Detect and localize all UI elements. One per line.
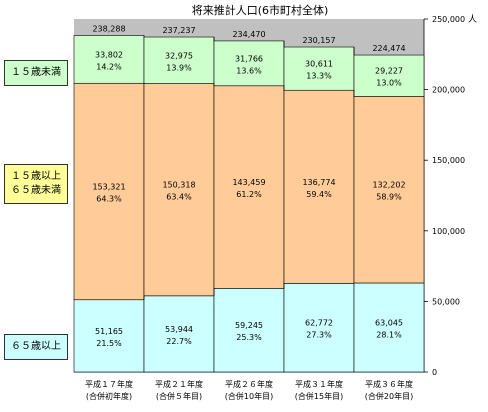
bar-segment xyxy=(213,288,285,373)
bar-value-label: 32,975 xyxy=(165,51,193,60)
bar-percent-label: 22.7% xyxy=(166,337,192,346)
legend-65-plus-label: ６５歳以上 xyxy=(11,341,61,352)
bar-total-label: 234,470 xyxy=(232,30,265,39)
bar-value-label: 150,318 xyxy=(162,181,195,190)
bar-percent-label: 13.0% xyxy=(376,79,402,88)
x-tick-label: 平成１７年度 xyxy=(85,379,133,389)
bar-value-label: 143,459 xyxy=(232,178,265,187)
bar-percent-label: 13.9% xyxy=(166,63,192,72)
y-tick-label: 200,000 xyxy=(432,86,465,95)
bar-value-label: 59,245 xyxy=(235,321,263,330)
bar-value-label: 33,802 xyxy=(95,50,123,59)
bar-segment xyxy=(283,283,355,373)
bar-value-label: 53,944 xyxy=(165,325,193,334)
x-tick-sublabel: (合併20年目) xyxy=(365,391,413,401)
y-tick-label: 100,000 xyxy=(432,227,465,236)
bar-segment xyxy=(283,46,355,91)
bar-percent-label: 64.3% xyxy=(96,195,122,204)
bar-segment xyxy=(213,85,285,289)
bar-percent-label: 61.2% xyxy=(236,190,262,199)
legend-under-15: １５歳未満 xyxy=(4,60,68,86)
y-tick-label: 150,000 xyxy=(432,156,465,165)
bar-percent-label: 27.3% xyxy=(306,331,332,340)
bar-segment xyxy=(353,96,425,284)
bar-percent-label: 59.4% xyxy=(306,190,332,199)
x-tick-sublabel: (合併５年目) xyxy=(156,391,202,401)
bar-value-label: 136,774 xyxy=(302,178,335,187)
legend-15-to-64-label: １５歳以上 ６５歳未満 xyxy=(11,171,61,196)
bar-value-label: 51,165 xyxy=(95,327,123,336)
bar-segment xyxy=(283,89,355,284)
bar-percent-label: 21.5% xyxy=(96,339,122,348)
bar-segment xyxy=(213,40,285,87)
x-tick-label: 平成３６年度 xyxy=(365,379,413,389)
bar-percent-label: 13.6% xyxy=(236,66,262,75)
x-tick-label: 平成２１年度 xyxy=(155,379,203,389)
bar-percent-label: 63.4% xyxy=(166,193,192,202)
bar-segment xyxy=(353,282,425,373)
bar-segment xyxy=(353,54,425,97)
bar-percent-label: 14.2% xyxy=(96,62,122,71)
bar-value-label: 29,227 xyxy=(375,67,403,76)
bar-percent-label: 58.9% xyxy=(376,193,402,202)
bar-value-label: 153,321 xyxy=(92,183,125,192)
y-tick-label: 0 xyxy=(432,368,437,377)
y-unit-label: 人 xyxy=(468,14,477,25)
bar-segment xyxy=(143,83,215,297)
bar-total-label: 224,474 xyxy=(372,44,405,53)
x-tick-sublabel: (合併10年目) xyxy=(225,391,273,401)
bar-percent-label: 28.1% xyxy=(376,330,402,339)
bar-segment xyxy=(143,295,215,373)
legend-65-plus: ６５歳以上 xyxy=(4,334,68,360)
y-tick-label: 250,000 xyxy=(432,15,465,24)
bar-total-label: 237,237 xyxy=(162,26,195,35)
chart-title: 将来推計人口(6市町村全体) xyxy=(191,4,329,17)
bar-value-label: 31,766 xyxy=(235,54,263,63)
y-tick-label: 50,000 xyxy=(432,297,460,306)
bar-percent-label: 25.3% xyxy=(236,333,262,342)
bar-value-label: 132,202 xyxy=(372,181,405,190)
bar-segment xyxy=(73,35,145,84)
x-tick-label: 平成３１年度 xyxy=(295,379,343,389)
bar-total-label: 238,288 xyxy=(92,25,125,34)
bar-value-label: 62,772 xyxy=(305,319,333,328)
bar-segment xyxy=(73,299,145,373)
bar-percent-label: 13.3% xyxy=(306,72,332,81)
bar-value-label: 63,045 xyxy=(375,318,403,327)
x-tick-label: 平成２６年度 xyxy=(225,379,273,389)
bar-value-label: 30,611 xyxy=(305,60,333,69)
bar-total-label: 230,157 xyxy=(302,36,335,45)
legend-under-15-label: １５歳未満 xyxy=(11,67,61,78)
x-tick-sublabel: (合併初年度) xyxy=(86,391,132,401)
x-tick-sublabel: (合併15年目) xyxy=(295,391,343,401)
legend-15-to-64: １５歳以上 ６５歳未満 xyxy=(4,164,68,204)
